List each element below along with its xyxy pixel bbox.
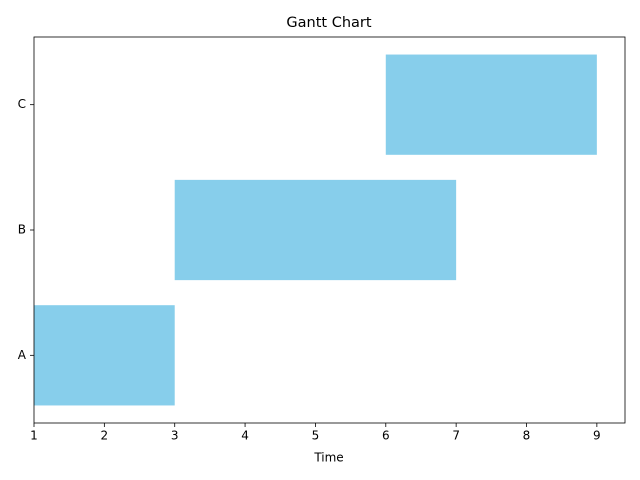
- x-tick-label: 8: [523, 429, 531, 443]
- x-tick-label: 3: [171, 429, 179, 443]
- plot-area: [34, 54, 597, 406]
- x-axis-label: Time: [313, 451, 343, 465]
- y-tick-label: A: [18, 348, 27, 362]
- y-tick-label: C: [18, 97, 26, 111]
- y-tick-label: B: [18, 223, 26, 237]
- x-tick-label: 1: [30, 429, 38, 443]
- x-tick-label: 6: [382, 429, 390, 443]
- x-tick-label: 2: [101, 429, 109, 443]
- task-bar: [385, 54, 597, 155]
- task-bar: [174, 179, 457, 281]
- x-tick-label: 9: [593, 429, 601, 443]
- task-bar: [34, 305, 175, 406]
- x-tick-label: 4: [241, 429, 249, 443]
- x-tick-label: 5: [312, 429, 320, 443]
- chart-title: Gantt Chart: [286, 15, 371, 31]
- x-tick-label: 7: [452, 429, 460, 443]
